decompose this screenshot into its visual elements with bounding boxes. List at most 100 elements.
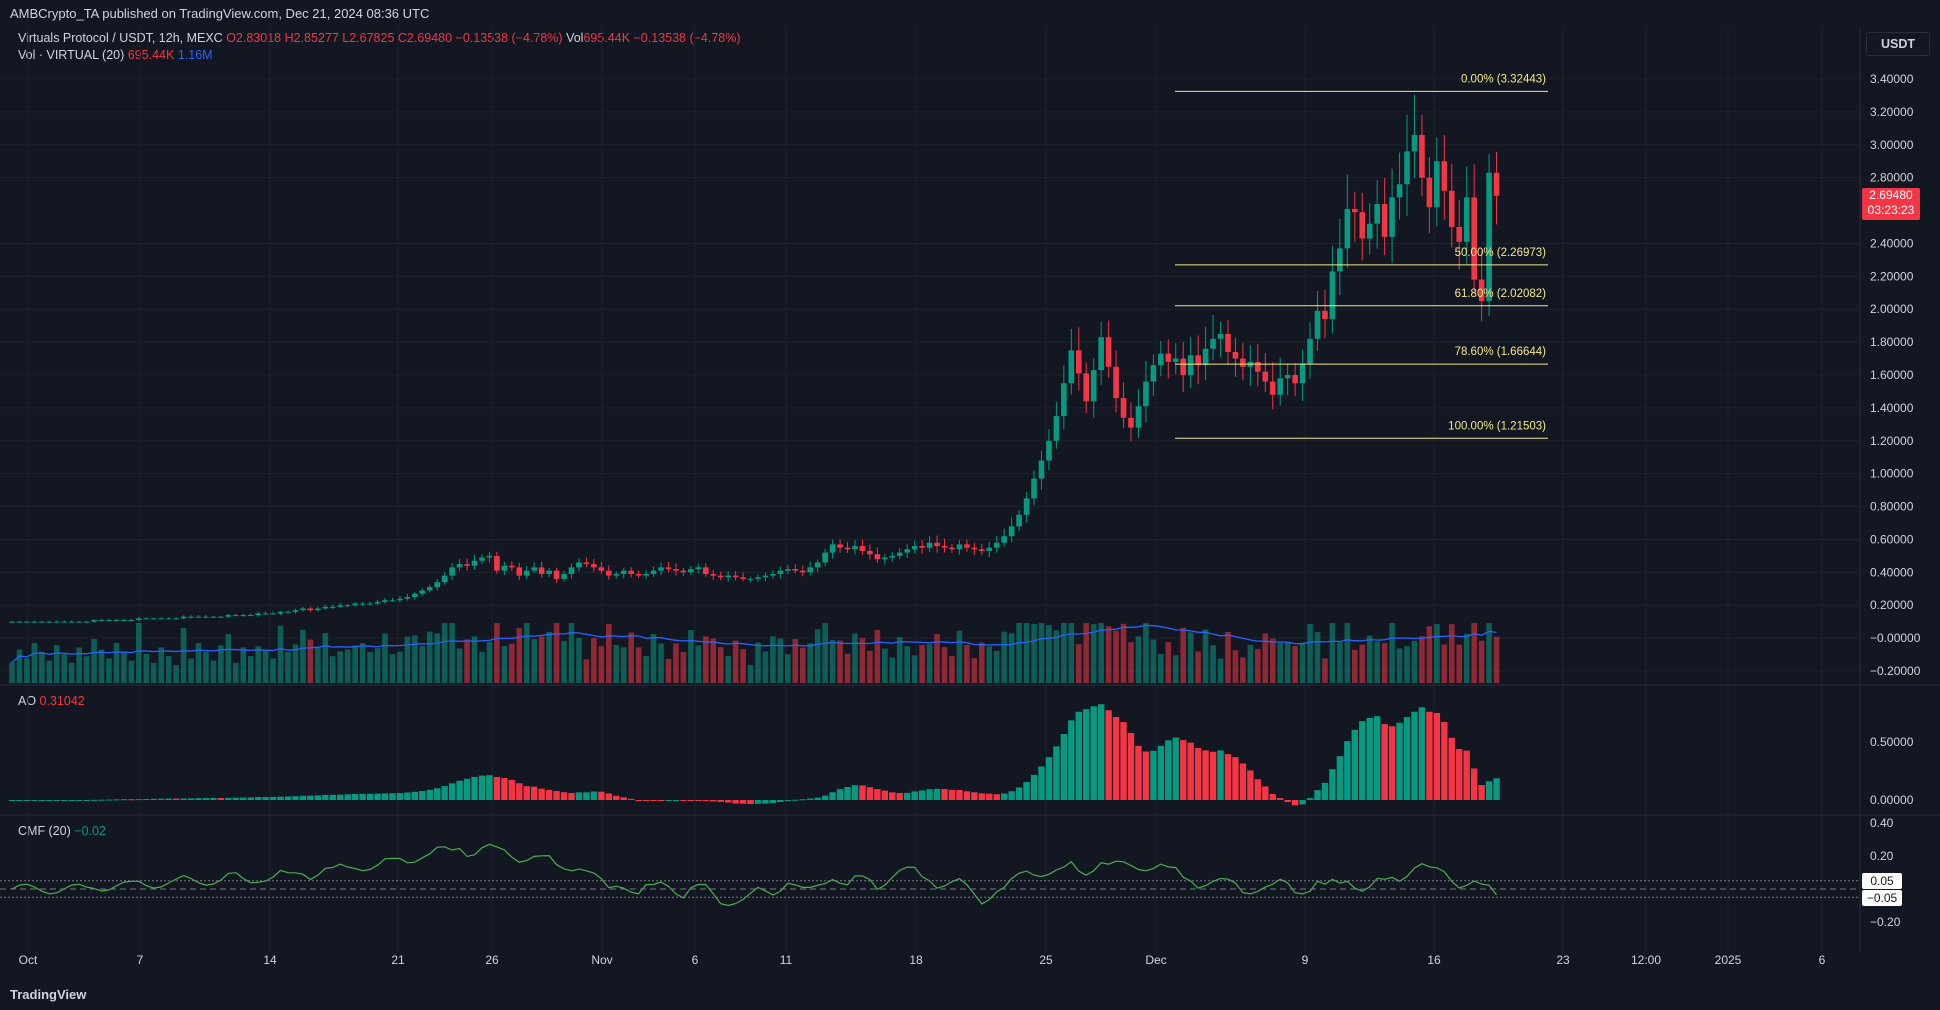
volume-bar (702, 636, 709, 683)
candle-body (225, 615, 232, 617)
fib-level-label: 50.00% (2.26973) (1455, 247, 1547, 259)
candle-body (1247, 361, 1254, 367)
x-tick-label: 14 (263, 953, 277, 967)
volume-bar (1456, 644, 1463, 683)
y-tick-label: 0.60000 (1870, 532, 1914, 546)
ao-bar (1463, 750, 1470, 800)
volume-bar (531, 639, 537, 683)
tradingview-logo[interactable]: TradingView (10, 987, 87, 1002)
time-axis: Oct 7 14 21 26 Nov 6 11 18 25 Dec 9 16 23 12:00 2025 6 (19, 953, 1826, 967)
candle-body (210, 616, 217, 618)
vol-label: Vol (566, 31, 584, 45)
volume-bar (509, 643, 515, 683)
ao-bar (254, 797, 262, 800)
publish-text: AMBCrypto_TA published on TradingView.co… (10, 6, 430, 21)
candle-body (1307, 338, 1313, 364)
fib-level-label: 61.80% (2.02082) (1455, 288, 1547, 300)
volume-bar (1374, 641, 1380, 683)
candle-body (859, 546, 866, 551)
ao-bar (493, 777, 501, 800)
volume-bar (1359, 644, 1366, 683)
candle-body (53, 621, 60, 623)
ao-bar (605, 793, 612, 800)
volume-bar (1419, 636, 1425, 683)
candle-body (1232, 351, 1239, 359)
candle-body (195, 616, 202, 618)
volume-bar (964, 644, 970, 683)
fib-level-label: 78.60% (1.66644) (1455, 346, 1547, 358)
volume-bar (277, 625, 284, 683)
volume-bar (1232, 650, 1239, 683)
candle-body (1478, 279, 1485, 301)
candle-body (650, 570, 657, 574)
volume-bar (143, 654, 150, 683)
ao-bar (739, 800, 747, 804)
candle-body (240, 615, 247, 617)
candle-body (956, 544, 963, 550)
volume-ma-line (11, 624, 1497, 663)
volume-bar (591, 638, 597, 683)
volume-bar (1090, 624, 1097, 683)
volume-bar (896, 637, 903, 683)
volume-bar (218, 645, 224, 683)
cmf-tick-label: 0.20 (1870, 849, 1894, 863)
x-tick-label: 9 (1302, 953, 1309, 967)
ao-bar (792, 799, 799, 801)
candle-body (807, 567, 814, 573)
candle-body (449, 567, 455, 576)
ao-bar (538, 788, 545, 800)
volume-bar (523, 623, 530, 683)
volume-bar (434, 633, 441, 683)
ao-bar (717, 800, 724, 802)
volume-bar (344, 649, 351, 683)
ao-bar (941, 789, 948, 800)
volume-bar (1441, 644, 1448, 683)
candle-body (1441, 161, 1448, 191)
volume-bar (419, 645, 426, 683)
candle-body (986, 547, 993, 551)
candle-body (1426, 177, 1433, 208)
candle-body (31, 621, 38, 623)
ao-bar (598, 791, 605, 800)
ao-bar (933, 788, 941, 800)
ao-bar (821, 795, 829, 800)
ao-bar (1157, 745, 1165, 800)
ao-bar (1351, 729, 1358, 800)
volume-bar (1240, 657, 1246, 683)
ao-bar (747, 800, 754, 805)
ao-bar (1083, 709, 1090, 800)
volume-bar (829, 640, 836, 683)
ao-bar (1485, 781, 1493, 800)
symbol-title: Virtuals Protocol / USDT, 12h, MEXC (18, 31, 223, 45)
candle-body (1202, 348, 1209, 366)
candle-body (68, 621, 75, 623)
candle-body (606, 570, 612, 576)
ao-bar (53, 800, 60, 801)
volume-bar (1366, 635, 1373, 683)
ao-bar (710, 800, 717, 802)
ao-bar (545, 789, 553, 800)
volume-bar (1008, 633, 1015, 683)
ao-bar (1194, 748, 1202, 800)
candle-body (1113, 366, 1119, 399)
candle-body (173, 618, 179, 620)
ao-bar (217, 797, 225, 800)
candle-body (1187, 355, 1194, 375)
currency-button[interactable]: USDT (1866, 32, 1930, 56)
candle-body (1217, 333, 1224, 339)
candle-body (882, 557, 888, 560)
candle-body (307, 608, 314, 611)
candle-body (814, 562, 821, 568)
candle-body (471, 560, 478, 566)
candle-body (710, 573, 717, 576)
candle-body (344, 605, 351, 607)
volume-bar (1113, 630, 1119, 683)
volume-bar (53, 645, 60, 683)
volume-bar (83, 656, 90, 683)
volume-bar (494, 623, 500, 683)
volume-bar (68, 662, 75, 683)
volume-bar (1202, 629, 1209, 683)
candle-body (180, 616, 187, 619)
ao-bar (687, 800, 695, 801)
